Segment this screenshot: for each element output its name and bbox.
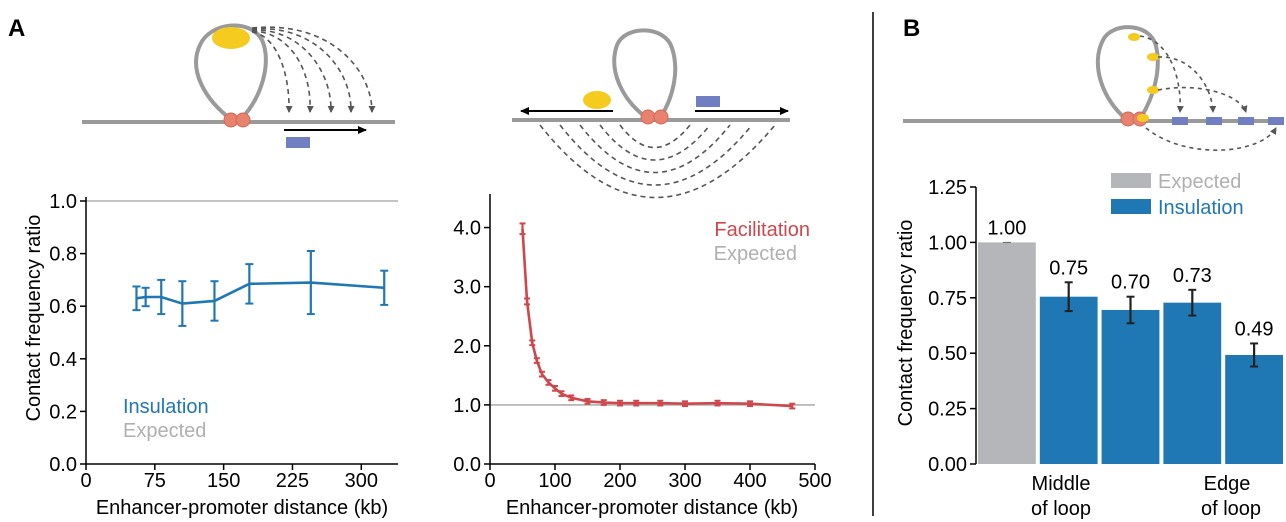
data-label: 0.70 xyxy=(1111,272,1150,294)
bar xyxy=(1225,354,1283,464)
chart-a-right: 0.0 1.0 2.0 3.0 4.0 0 100 200 300 400 500 Enhancer… xyxy=(453,194,832,519)
enhancer-icon xyxy=(1147,53,1159,61)
schematic-loop-positions xyxy=(903,25,1284,151)
legend-expected: Expected xyxy=(123,420,206,442)
promoter-icon xyxy=(696,96,720,107)
enhancer-icon xyxy=(212,27,250,49)
chart-b-bars: 1.00 0.75 0.70 0.73 0.49 xyxy=(978,217,1283,464)
contact-arrows xyxy=(1139,35,1277,151)
annotation-middle-line2: of loop xyxy=(1031,498,1091,520)
chart-a-left: 0.0 0.2 0.4 0.6 0.8 1.0 0 75 150 225 300 Enhancer-… xyxy=(23,191,398,519)
chart-a-left-series xyxy=(132,249,389,327)
schematic-facilitation xyxy=(512,28,790,199)
enhancer-icon xyxy=(1147,86,1159,94)
legend-insulation: Insulation xyxy=(123,396,209,418)
bar xyxy=(1039,296,1098,464)
x-tick-label: 300 xyxy=(668,470,701,492)
cohesin-icon xyxy=(640,109,656,125)
annotation-middle-line1: Middle xyxy=(1032,473,1091,495)
legend-insulation: Insulation xyxy=(1158,197,1244,219)
y-tick-label: 2.0 xyxy=(453,336,481,358)
data-label: 0.49 xyxy=(1235,318,1274,340)
y-tick-label: 3.0 xyxy=(453,277,481,299)
series-line xyxy=(136,281,385,305)
x-tick-label: 300 xyxy=(345,470,378,492)
y-tick-label: 0.0 xyxy=(49,454,77,476)
chart-a-right-axes xyxy=(489,194,815,465)
chart-b: 0.00 0.25 0.50 0.75 1.00 1.25 1.00 0.75 0.70 0.7… xyxy=(895,171,1283,520)
data-label: 0.75 xyxy=(1049,257,1088,279)
bar xyxy=(1101,309,1160,464)
chart-a-left-axes xyxy=(85,197,398,465)
annotation-edge-line1: Edge xyxy=(1204,473,1251,495)
y-tick-label: 1.25 xyxy=(928,177,967,199)
enhancer-icon xyxy=(583,91,611,109)
enhancer-icon xyxy=(1128,33,1140,41)
schematic-insulation xyxy=(82,23,395,148)
promoter-icon xyxy=(1268,117,1284,125)
y-tick-label: 0.75 xyxy=(928,288,967,310)
x-tick-label: 225 xyxy=(276,470,309,492)
chart-a-right-xlabel: Enhancer-promoter distance (kb) xyxy=(506,497,798,519)
y-tick-label: 0.00 xyxy=(928,454,967,476)
y-tick-label: 1.00 xyxy=(928,232,967,254)
x-tick-label: 75 xyxy=(144,470,166,492)
x-tick-label: 150 xyxy=(207,470,240,492)
x-tick-label: 500 xyxy=(798,470,831,492)
contact-arrows xyxy=(251,26,376,113)
promoter-icon xyxy=(1238,117,1254,125)
data-label: 1.00 xyxy=(987,217,1026,239)
promoter-icon xyxy=(1172,117,1188,125)
x-tick-label: 0 xyxy=(80,470,91,492)
bar xyxy=(1163,302,1222,464)
y-tick-label: 0.8 xyxy=(49,244,77,266)
y-tick-label: 0.4 xyxy=(49,349,77,371)
contact-arcs xyxy=(539,124,776,199)
panel-label-a: A xyxy=(8,15,25,42)
promoter-icon xyxy=(1206,117,1222,125)
cohesin-icon xyxy=(235,112,251,128)
y-tick-label: 4.0 xyxy=(453,218,481,240)
chart-a-left-ticks: 0.0 0.2 0.4 0.6 0.8 1.0 0 75 150 225 300 xyxy=(49,191,378,492)
y-tick-label: 0.50 xyxy=(928,343,967,365)
chart-a-right-ticks: 0.0 1.0 2.0 3.0 4.0 0 100 200 300 400 500 xyxy=(453,218,832,492)
legend-expected: Expected xyxy=(714,243,797,265)
cohesin-icon xyxy=(653,109,669,125)
legend-swatch-insulation xyxy=(1111,199,1151,214)
y-tick-label: 0.0 xyxy=(453,454,481,476)
chromatin-loop xyxy=(1095,25,1160,121)
chart-a-right-series xyxy=(519,222,796,410)
enhancer-icon xyxy=(1137,114,1149,122)
legend-expected: Expected xyxy=(1158,171,1241,193)
legend-swatch-expected xyxy=(1111,173,1151,188)
x-tick-label: 400 xyxy=(733,470,766,492)
panel-label-b: B xyxy=(903,15,920,42)
annotation-edge-line2: of loop xyxy=(1201,498,1261,520)
y-tick-label: 0.6 xyxy=(49,296,77,318)
y-tick-label: 0.2 xyxy=(49,401,77,423)
chart-a-left-xlabel: Enhancer-promoter distance (kb) xyxy=(96,497,388,519)
y-tick-label: 1.0 xyxy=(49,191,77,213)
y-tick-label: 0.25 xyxy=(928,399,967,421)
chart-b-ticks: 0.00 0.25 0.50 0.75 1.00 1.25 xyxy=(928,177,976,476)
chromatin-loop xyxy=(194,23,268,122)
chromatin-loop xyxy=(612,28,678,120)
y-tick-label: 1.0 xyxy=(453,395,481,417)
x-tick-label: 0 xyxy=(484,470,495,492)
x-tick-label: 100 xyxy=(538,470,571,492)
bar xyxy=(978,242,1036,464)
chart-a-left-ylabel: Contact frequency ratio xyxy=(23,215,45,422)
chart-b-ylabel: Contact frequency ratio xyxy=(895,220,917,427)
legend-facilitation: Facilitation xyxy=(714,219,810,241)
data-label: 0.73 xyxy=(1173,265,1212,287)
x-tick-label: 200 xyxy=(603,470,636,492)
promoter-icon xyxy=(286,137,310,148)
